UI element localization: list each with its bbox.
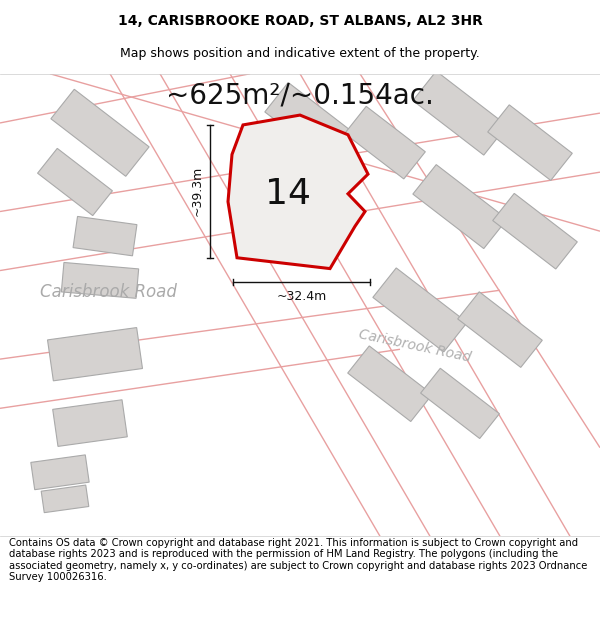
Polygon shape [413,164,507,249]
Polygon shape [421,368,499,439]
Text: ~39.3m: ~39.3m [191,166,203,216]
Polygon shape [413,71,507,155]
Text: Carisbrook Road: Carisbrook Road [358,328,472,365]
Polygon shape [373,268,467,352]
Polygon shape [344,106,425,179]
Polygon shape [228,115,368,269]
Polygon shape [47,328,142,381]
Polygon shape [73,216,137,256]
Polygon shape [348,346,432,421]
Polygon shape [38,148,112,216]
Text: Carisbrook Road: Carisbrook Road [40,283,176,301]
Text: ~625m²/~0.154ac.: ~625m²/~0.154ac. [166,81,434,109]
Text: ~32.4m: ~32.4m [277,289,326,302]
Polygon shape [61,262,139,298]
Polygon shape [493,193,577,269]
Polygon shape [41,485,89,512]
Text: Contains OS data © Crown copyright and database right 2021. This information is : Contains OS data © Crown copyright and d… [9,538,587,582]
Text: 14, CARISBROOKE ROAD, ST ALBANS, AL2 3HR: 14, CARISBROOKE ROAD, ST ALBANS, AL2 3HR [118,14,482,28]
Text: Map shows position and indicative extent of the property.: Map shows position and indicative extent… [120,47,480,59]
Polygon shape [488,105,572,181]
Text: 14: 14 [265,177,311,211]
Polygon shape [51,89,149,176]
Polygon shape [458,292,542,367]
Polygon shape [31,455,89,490]
Polygon shape [265,82,355,163]
Polygon shape [53,400,127,446]
